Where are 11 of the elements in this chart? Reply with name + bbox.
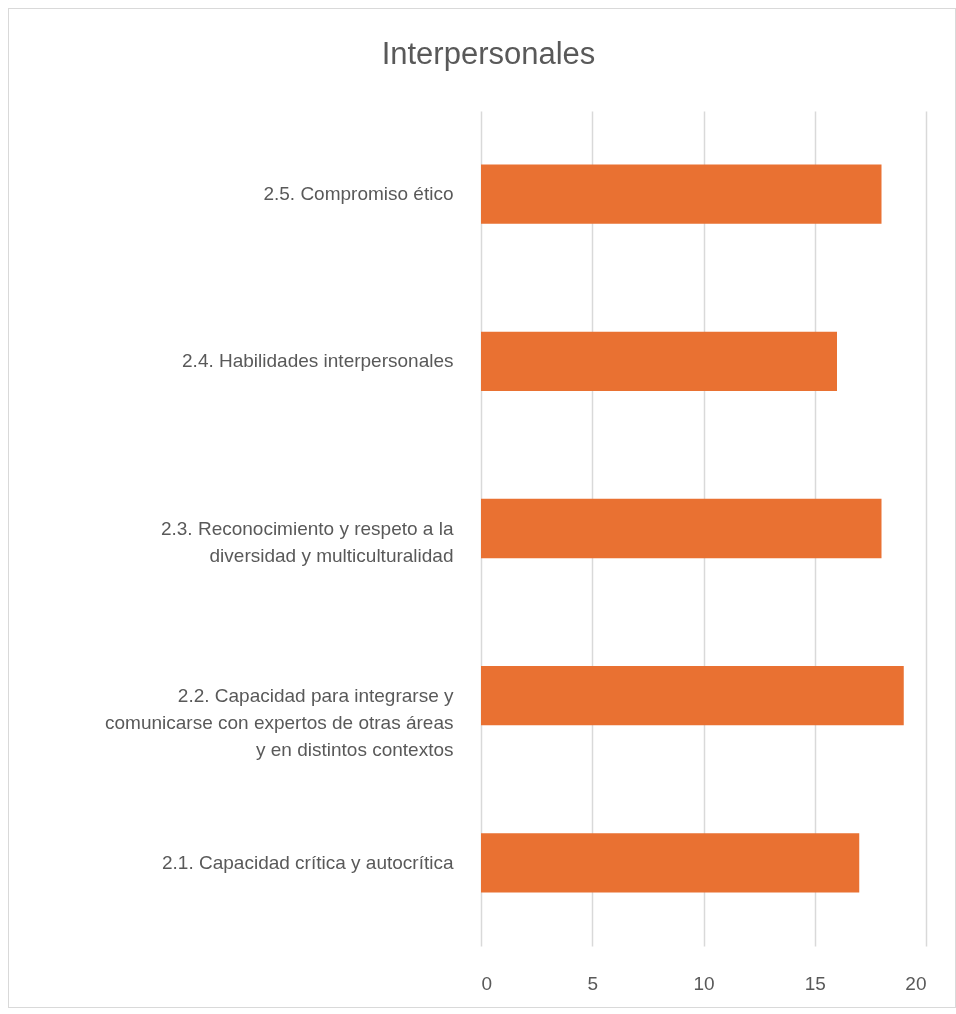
y-tick-label: 2.2. Capacidad para integrarse y comunicarse con expertos de otras áreas y en distintos contextos (104, 684, 454, 760)
x-tick-label: 0 (481, 972, 493, 994)
x-tick-label: 20 (905, 972, 927, 994)
y-tick-label: 2.3. Reconocimiento y respeto a la diversidad y multiculturalidad (160, 517, 454, 566)
x-tick-label: 15 (804, 972, 826, 994)
chart-title: Interpersonales (381, 36, 596, 71)
y-tick-label: 2.5. Compromiso ético (263, 183, 454, 205)
x-tick-label: 10 (693, 972, 715, 994)
y-tick-label: 2.1. Capacidad crítica y autocrítica (162, 851, 454, 873)
x-tick-label: 5 (587, 972, 599, 994)
y-tick-label: 2.4. Habilidades interpersonales (182, 350, 454, 372)
